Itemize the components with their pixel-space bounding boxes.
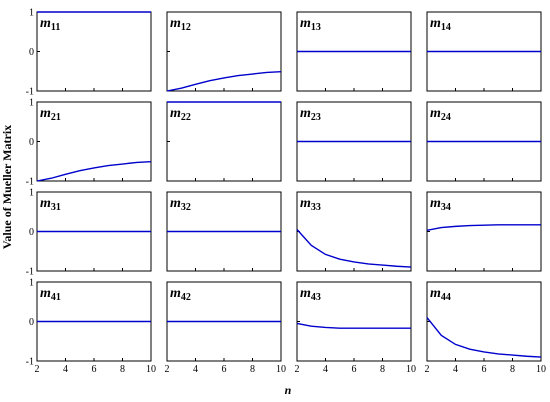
series-line-m43 — [296, 322, 411, 329]
panel-label-m31: m31 — [40, 196, 61, 213]
panel-label-m11: m11 — [40, 16, 60, 33]
panel-m11: -1 0 1 m11 — [26, 8, 152, 98]
panel-label-m41: m41 — [40, 286, 61, 303]
panel-m32: m32 — [166, 191, 282, 272]
x-tick-label: 4 — [63, 364, 68, 375]
panel-m34: m34 — [426, 191, 542, 272]
panel-label-subscript: 23 — [311, 112, 321, 123]
panel-label-m34: m34 — [430, 196, 451, 213]
panel-label-subscript: 24 — [441, 112, 451, 123]
panel-m42: 2 4 6 8 10 m42 — [165, 281, 286, 375]
y-tick-label: 0 — [29, 317, 34, 328]
series-line-m44 — [426, 317, 542, 358]
panel-m43: 2 4 6 8 10 m43 — [295, 281, 416, 375]
x-tick-label: 8 — [380, 364, 385, 375]
series-line-m21 — [36, 160, 152, 182]
panel-label-m21: m21 — [40, 106, 61, 123]
panel-label-m43: m43 — [300, 286, 321, 303]
y-tick-label: 0 — [29, 227, 34, 238]
x-tick-label: 6 — [352, 364, 357, 375]
x-tick-label: 2 — [35, 364, 40, 375]
panel-m44: 2 4 6 8 10 m44 — [425, 281, 546, 375]
panel-label-subscript: 44 — [441, 292, 451, 303]
panel-label-subscript: 12 — [181, 22, 191, 33]
panel-label-subscript: 13 — [311, 22, 321, 33]
panel-m24: m24 — [426, 101, 542, 182]
x-tick-label: 2 — [425, 364, 430, 375]
x-axis-label: n — [285, 383, 292, 397]
panel-label-m22: m22 — [170, 106, 191, 123]
panel-label-m33: m33 — [300, 196, 321, 213]
panel-label-subscript: 32 — [181, 202, 191, 213]
x-tick-label: 10 — [536, 364, 546, 375]
y-tick-label: 1 — [29, 98, 34, 109]
panel-label-subscript: 42 — [181, 292, 191, 303]
x-tick-label: 6 — [222, 364, 227, 375]
series-line-m33 — [296, 229, 412, 268]
panel-label-m32: m32 — [170, 196, 191, 213]
x-tick-label: 10 — [276, 364, 286, 375]
y-tick-label: 1 — [29, 188, 34, 199]
y-tick-label: 0 — [29, 137, 34, 148]
x-tick-label: 4 — [193, 364, 198, 375]
panel-label-m44: m44 — [430, 286, 451, 303]
x-tick-label: 2 — [295, 364, 300, 375]
x-tick-label: 2 — [165, 364, 170, 375]
panel-label-subscript: 14 — [441, 22, 451, 33]
x-tick-label: 4 — [323, 364, 328, 375]
panel-label-subscript: 34 — [441, 202, 451, 213]
y-tick-label: -1 — [26, 357, 34, 368]
panel-m22: m22 — [166, 101, 282, 182]
panel-label-subscript: 33 — [311, 202, 321, 213]
y-tick-label: 1 — [29, 278, 34, 289]
y-tick-label: 0 — [29, 47, 34, 58]
panels-group: -1 0 1 m11 m12 m13 m14 -1 0 1 m21 m22 m23 m24 -1 0 1 m31 m… — [26, 8, 546, 376]
y-tick-label: 1 — [29, 8, 34, 19]
panel-m21: -1 0 1 m21 — [26, 98, 152, 188]
panel-m14: m14 — [426, 11, 542, 92]
panel-m13: m13 — [296, 11, 412, 92]
panel-label-m12: m12 — [170, 16, 191, 33]
x-tick-label: 10 — [146, 364, 156, 375]
panel-label-m42: m42 — [170, 286, 191, 303]
series-line-m34 — [426, 224, 541, 231]
y-tick-label: -1 — [26, 87, 34, 98]
panel-m31: -1 0 1 m31 — [26, 188, 152, 278]
panel-label-m24: m24 — [430, 106, 451, 123]
x-tick-label: 6 — [92, 364, 97, 375]
panel-label-subscript: 22 — [181, 112, 191, 123]
panel-label-m14: m14 — [430, 16, 451, 33]
x-tick-label: 8 — [510, 364, 515, 375]
panel-label-subscript: 41 — [51, 292, 61, 303]
x-tick-label: 6 — [482, 364, 487, 375]
panel-label-subscript: 31 — [51, 202, 61, 213]
y-tick-label: -1 — [26, 267, 34, 278]
x-tick-label: 8 — [120, 364, 125, 375]
x-tick-label: 8 — [250, 364, 255, 375]
panel-label-subscript: 43 — [311, 292, 321, 303]
x-tick-label: 4 — [453, 364, 458, 375]
y-axis-label: Value of Mueller Matrix — [0, 125, 14, 249]
panel-m12: m12 — [166, 11, 282, 92]
y-tick-label: -1 — [26, 177, 34, 188]
x-tick-label: 10 — [406, 364, 416, 375]
panel-label-subscript: 11 — [51, 22, 60, 33]
panel-label-m13: m13 — [300, 16, 321, 33]
panel-m23: m23 — [296, 101, 412, 182]
panel-m41: -1 0 1 2 4 6 8 10 m41 — [26, 278, 156, 376]
series-line-m12 — [166, 70, 282, 92]
panel-label-subscript: 21 — [51, 112, 61, 123]
panel-label-m23: m23 — [300, 106, 321, 123]
panel-m33: m33 — [296, 191, 412, 272]
